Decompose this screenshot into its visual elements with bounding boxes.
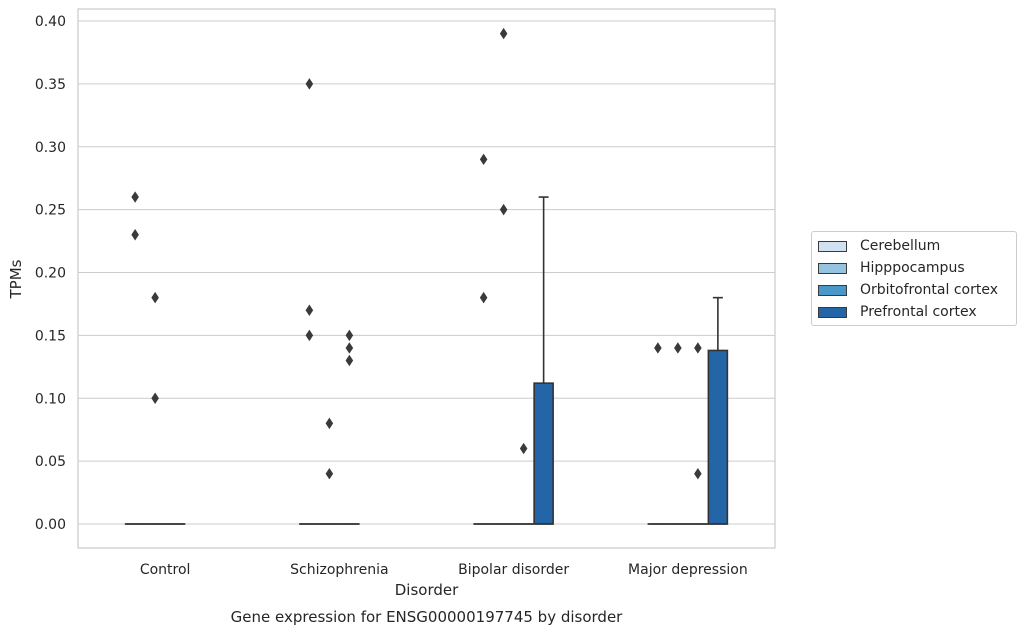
- outlier-point: [499, 27, 508, 40]
- legend-label: Hipppocampus: [860, 260, 965, 276]
- y-tick-label: 0.40: [35, 14, 66, 30]
- box-plot: [707, 296, 729, 525]
- outlier-point: [131, 229, 139, 241]
- x-tick-label: Schizophrenia: [290, 562, 388, 578]
- x-axis-label: Disorder: [395, 581, 459, 599]
- y-axis-ticks: 0.00 0.05 0.10 0.15 0.20 0.25 0.30 0.35 0.40: [35, 14, 66, 533]
- y-tick-label: 0.10: [35, 391, 66, 407]
- y-tick-label: 0.00: [35, 517, 66, 533]
- box-plot-boxes: [124, 196, 729, 525]
- outlier-point: [519, 442, 528, 455]
- x-tick-label: Control: [140, 562, 191, 578]
- legend-label: Prefrontal cortex: [860, 304, 977, 320]
- outlier-point: [131, 191, 139, 203]
- y-tick-label: 0.20: [35, 266, 66, 282]
- y-tick-label: 0.25: [35, 203, 66, 219]
- chart-title: Gene expression for ENSG00000197745 by d…: [231, 608, 624, 626]
- gridlines: [78, 20, 775, 525]
- legend-swatch: [818, 306, 847, 318]
- x-tick-label: Major depression: [628, 562, 748, 578]
- outlier-point: [345, 354, 354, 367]
- outlier-points: [131, 27, 702, 480]
- outlier-point: [694, 342, 702, 354]
- outlier-point: [694, 467, 702, 480]
- legend-item: Orbitofrontal cortex: [818, 280, 998, 300]
- legend-swatch: [818, 262, 847, 274]
- y-tick-label: 0.15: [35, 328, 66, 344]
- box-plot: [533, 196, 554, 525]
- y-tick-label: 0.05: [35, 454, 66, 470]
- legend-item: Cerebellum: [818, 236, 940, 256]
- outlier-point: [151, 392, 159, 404]
- outlier-point: [654, 342, 662, 354]
- legend-swatch: [818, 240, 847, 252]
- outlier-point: [499, 203, 508, 216]
- box-body: [533, 382, 554, 525]
- y-axis-label: TPMs: [7, 259, 25, 299]
- outlier-point: [305, 329, 314, 342]
- outlier-point: [151, 291, 159, 304]
- legend-swatch: [818, 284, 847, 296]
- outlier-point: [325, 417, 334, 430]
- y-tick-label: 0.35: [35, 77, 66, 93]
- legend-label: Orbitofrontal cortex: [860, 282, 998, 298]
- outlier-point: [305, 78, 314, 90]
- outlier-point: [345, 329, 354, 342]
- outlier-point: [479, 291, 488, 304]
- x-tick-label: Bipolar disorder: [458, 562, 569, 578]
- outlier-point: [345, 342, 354, 354]
- y-tick-label: 0.30: [35, 140, 66, 156]
- legend: Cerebellum Hipppocampus Orbitofrontal co…: [811, 231, 1017, 326]
- legend-label: Cerebellum: [860, 238, 941, 254]
- outlier-point: [325, 467, 334, 480]
- x-axis-ticks: Control Schizophrenia Bipolar disorder Majo…: [140, 562, 748, 578]
- outlier-point: [479, 153, 488, 166]
- outlier-point: [674, 342, 682, 354]
- legend-item: Hipppocampus: [818, 258, 965, 278]
- box-body: [707, 349, 729, 525]
- plot-area-frame: [77, 8, 776, 549]
- outlier-point: [305, 304, 314, 316]
- legend-item: Prefrontal cortex: [818, 302, 977, 322]
